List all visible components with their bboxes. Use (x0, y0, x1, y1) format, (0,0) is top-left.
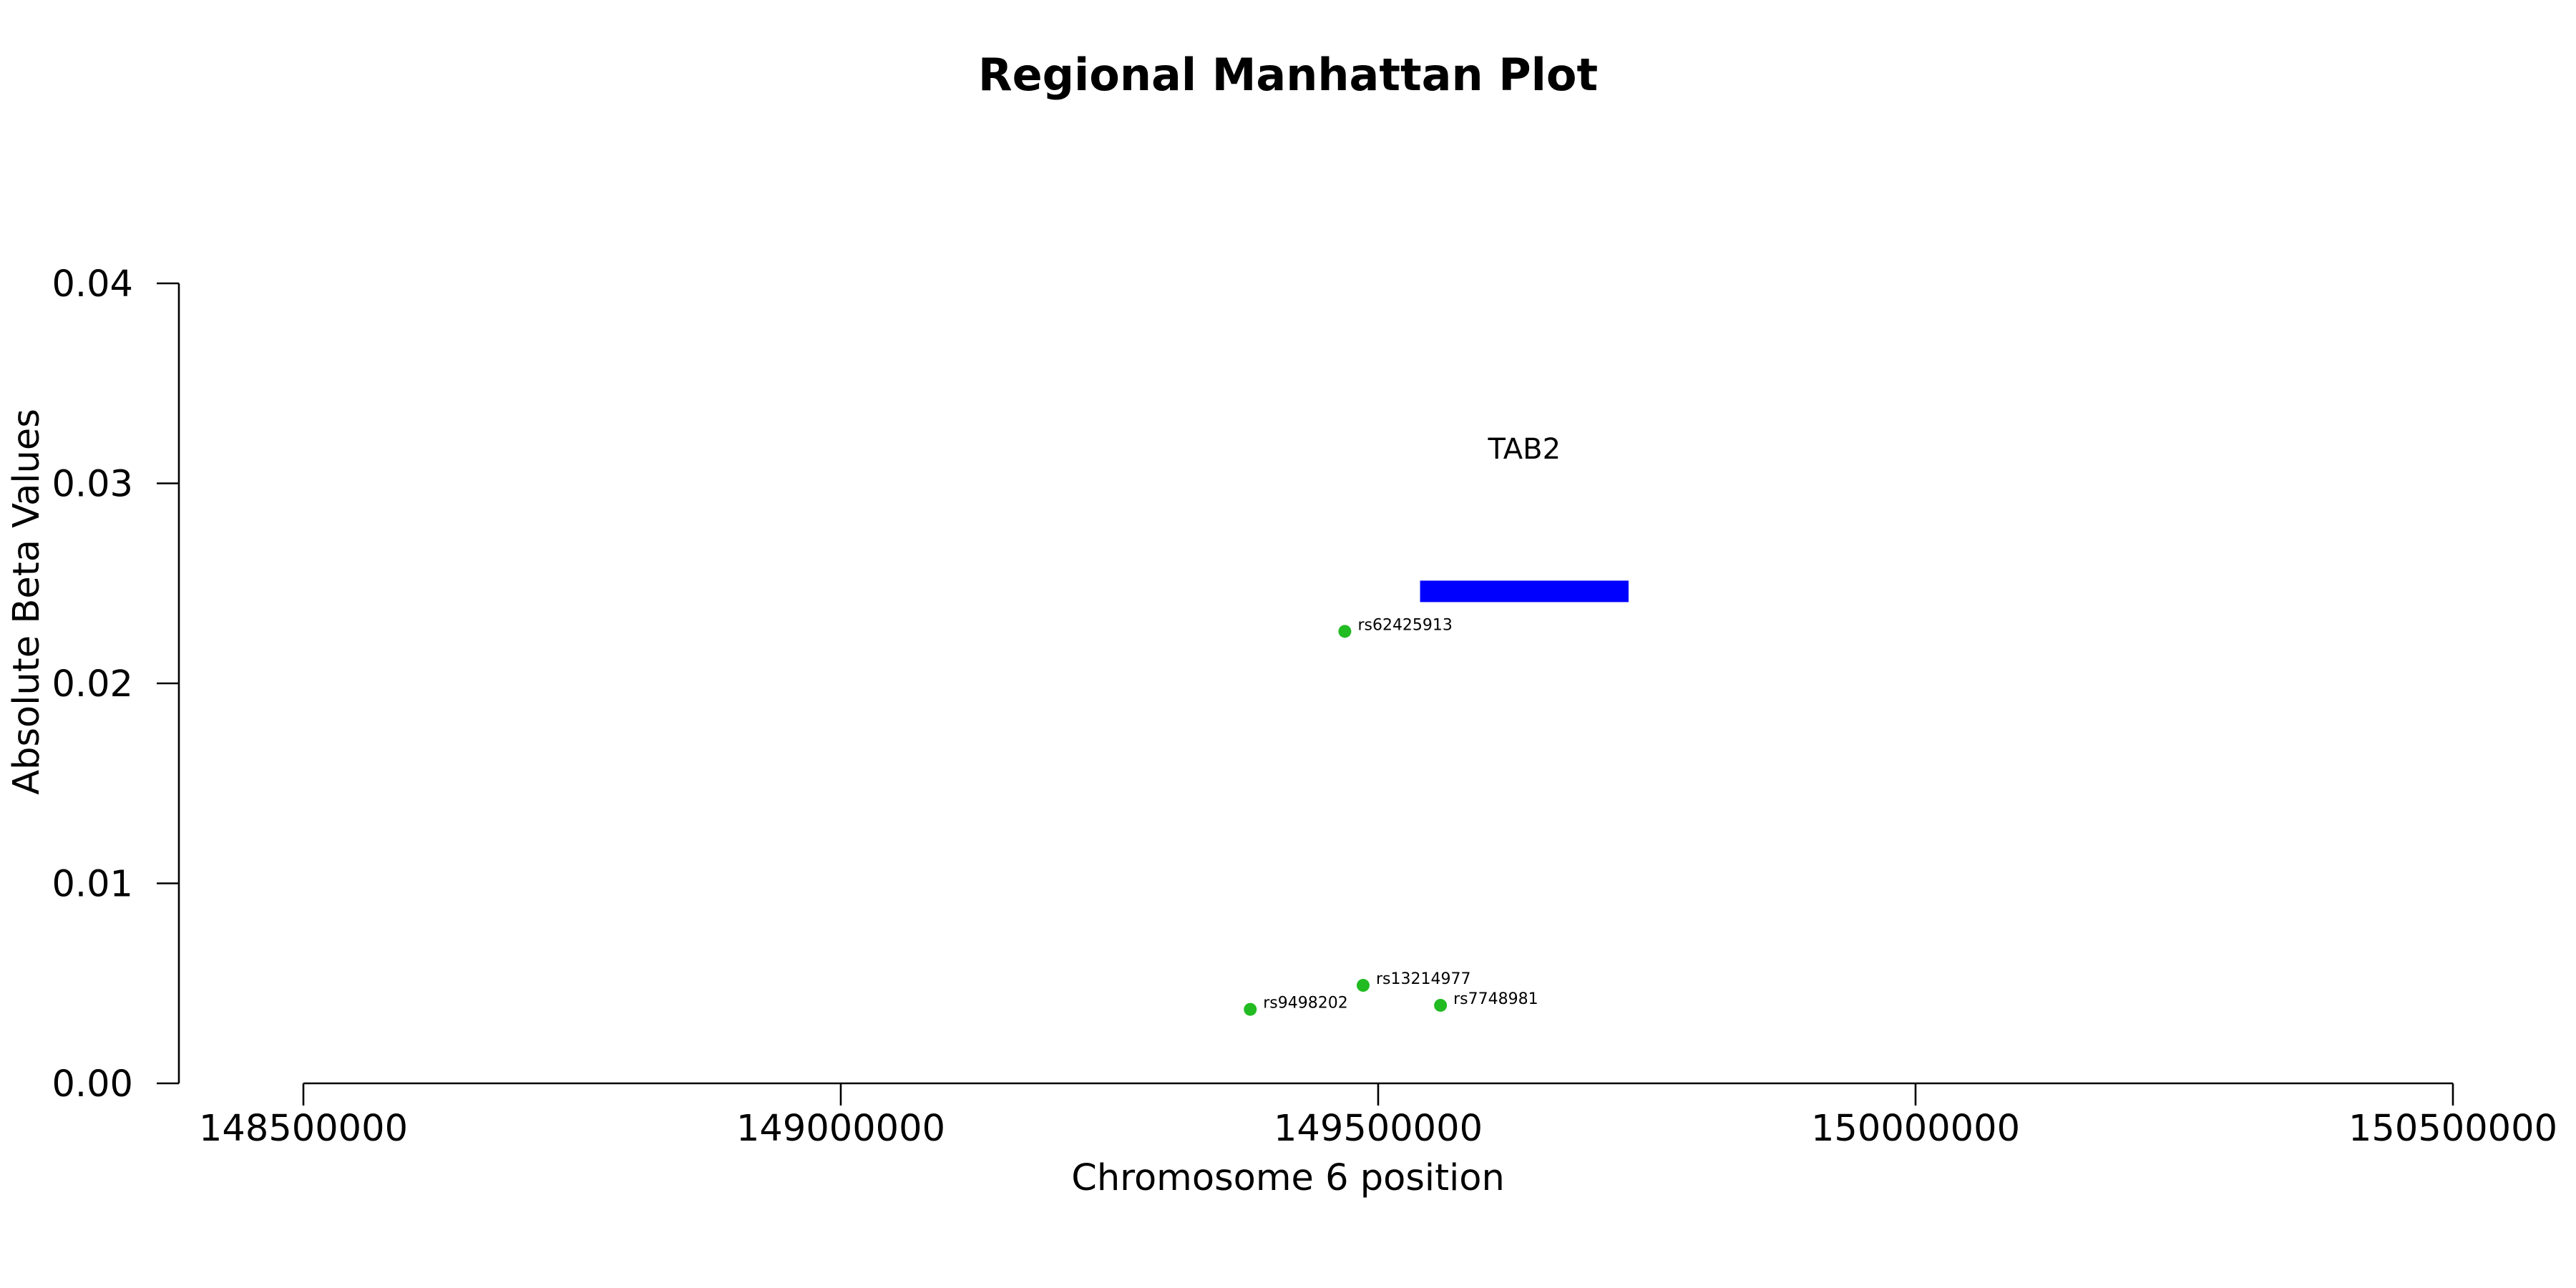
y-tick-label: 0.01 (52, 864, 133, 906)
snp-point (1356, 979, 1370, 992)
y-tick-label: 0.03 (52, 464, 133, 506)
x-tick-label: 149500000 (1274, 1108, 1483, 1150)
gene-bar (1420, 580, 1629, 602)
snp-point (1244, 1002, 1257, 1016)
snp-points: rs62425913 rs9498202 rs13214977 rs7748981 (1244, 616, 1538, 1016)
gene-label: TAB2 (1487, 433, 1561, 466)
snp-label: rs7748981 (1453, 990, 1538, 1008)
snp-label: rs13214977 (1376, 970, 1470, 988)
chart-title: Regional Manhattan Plot (978, 49, 1598, 101)
y-tick-label: 0.00 (52, 1063, 133, 1106)
y-tick-label: 0.02 (52, 663, 133, 706)
x-axis: 148500000 149000000 149500000 150000000 1505… (199, 1082, 2557, 1150)
x-axis-label: Chromosome 6 position (1071, 1157, 1505, 1199)
gene-track: TAB2 (1420, 433, 1629, 602)
y-tick-label: 0.04 (52, 263, 133, 306)
y-axis-label: Absolute Beta Values (6, 409, 48, 795)
x-tick-label: 148500000 (199, 1108, 408, 1150)
x-tick-label: 150500000 (2348, 1108, 2557, 1150)
snp-label: rs62425913 (1357, 616, 1452, 634)
x-tick-label: 150000000 (1811, 1108, 2020, 1150)
y-axis: 0.00 0.01 0.02 0.03 0.04 (52, 263, 180, 1106)
snp-label: rs9498202 (1263, 995, 1348, 1013)
snp-point (1338, 625, 1352, 638)
snp-point (1434, 998, 1448, 1012)
x-tick-label: 149000000 (736, 1108, 945, 1150)
